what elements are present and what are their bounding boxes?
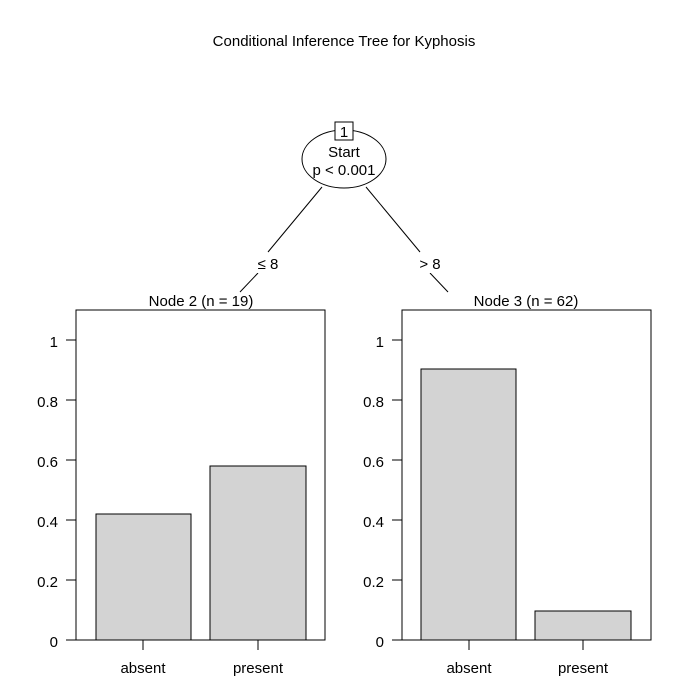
root-node-id-box bbox=[334, 121, 354, 141]
edge-line-left-lower bbox=[239, 272, 259, 293]
svg-text:0.8: 0.8 bbox=[37, 394, 58, 411]
svg-text:0.4: 0.4 bbox=[37, 514, 58, 531]
edge-label-bg-left bbox=[250, 253, 286, 273]
node-2-x-label-absent: absent bbox=[120, 660, 166, 677]
node-2-y-axis-ticks bbox=[66, 339, 259, 650]
svg-text:0.2: 0.2 bbox=[363, 574, 384, 591]
root-node-variable: Start bbox=[328, 144, 361, 161]
svg-text:0.8: 0.8 bbox=[363, 394, 384, 411]
svg-text:0.6: 0.6 bbox=[37, 454, 58, 471]
node-3-y-axis-labels: 0 0.2 0.4 0.6 0.8 1 bbox=[363, 334, 384, 651]
svg-text:1: 1 bbox=[50, 334, 58, 351]
edge-line-left-upper bbox=[267, 186, 323, 253]
node-2-y-axis-labels: 0 0.2 0.4 0.6 0.8 1 bbox=[37, 334, 58, 651]
svg-text:0: 0 bbox=[50, 634, 58, 651]
node-2-bar-absent bbox=[95, 513, 192, 641]
node-2-title: Node 2 (n = 19) bbox=[149, 293, 254, 310]
node-3-bar-absent bbox=[420, 368, 517, 641]
node-3-y-axis-ticks bbox=[392, 339, 584, 650]
node-3-bar-present bbox=[534, 610, 632, 641]
svg-text:0.4: 0.4 bbox=[363, 514, 384, 531]
edge-label-bg-right bbox=[412, 253, 448, 273]
chart-title: Conditional Inference Tree for Kyphosis bbox=[213, 33, 476, 50]
edge-label-left: ≤ 8 bbox=[258, 256, 279, 273]
node-2-bar-present bbox=[209, 465, 307, 641]
node-3-x-label-absent: absent bbox=[446, 660, 492, 677]
node-2-panel: Node 2 (n = 19) 0 0.2 0.4 0.6 0.8 1 abse… bbox=[37, 293, 326, 677]
svg-text:1: 1 bbox=[376, 334, 384, 351]
node-3-title: Node 3 (n = 62) bbox=[474, 293, 579, 310]
node-3-x-label-present: present bbox=[558, 660, 609, 677]
svg-text:0: 0 bbox=[376, 634, 384, 651]
root-node-pvalue: p < 0.001 bbox=[313, 162, 376, 179]
edge-line-right-lower bbox=[429, 272, 449, 293]
svg-text:0.2: 0.2 bbox=[37, 574, 58, 591]
node-3-panel: Node 3 (n = 62) 0 0.2 0.4 0.6 0.8 1 abse… bbox=[363, 293, 652, 677]
root-node-id: 1 bbox=[340, 124, 348, 141]
edge-label-right: > 8 bbox=[419, 256, 440, 273]
node-2-x-label-present: present bbox=[233, 660, 284, 677]
edge-line-right-upper bbox=[365, 186, 421, 253]
svg-text:0.6: 0.6 bbox=[363, 454, 384, 471]
